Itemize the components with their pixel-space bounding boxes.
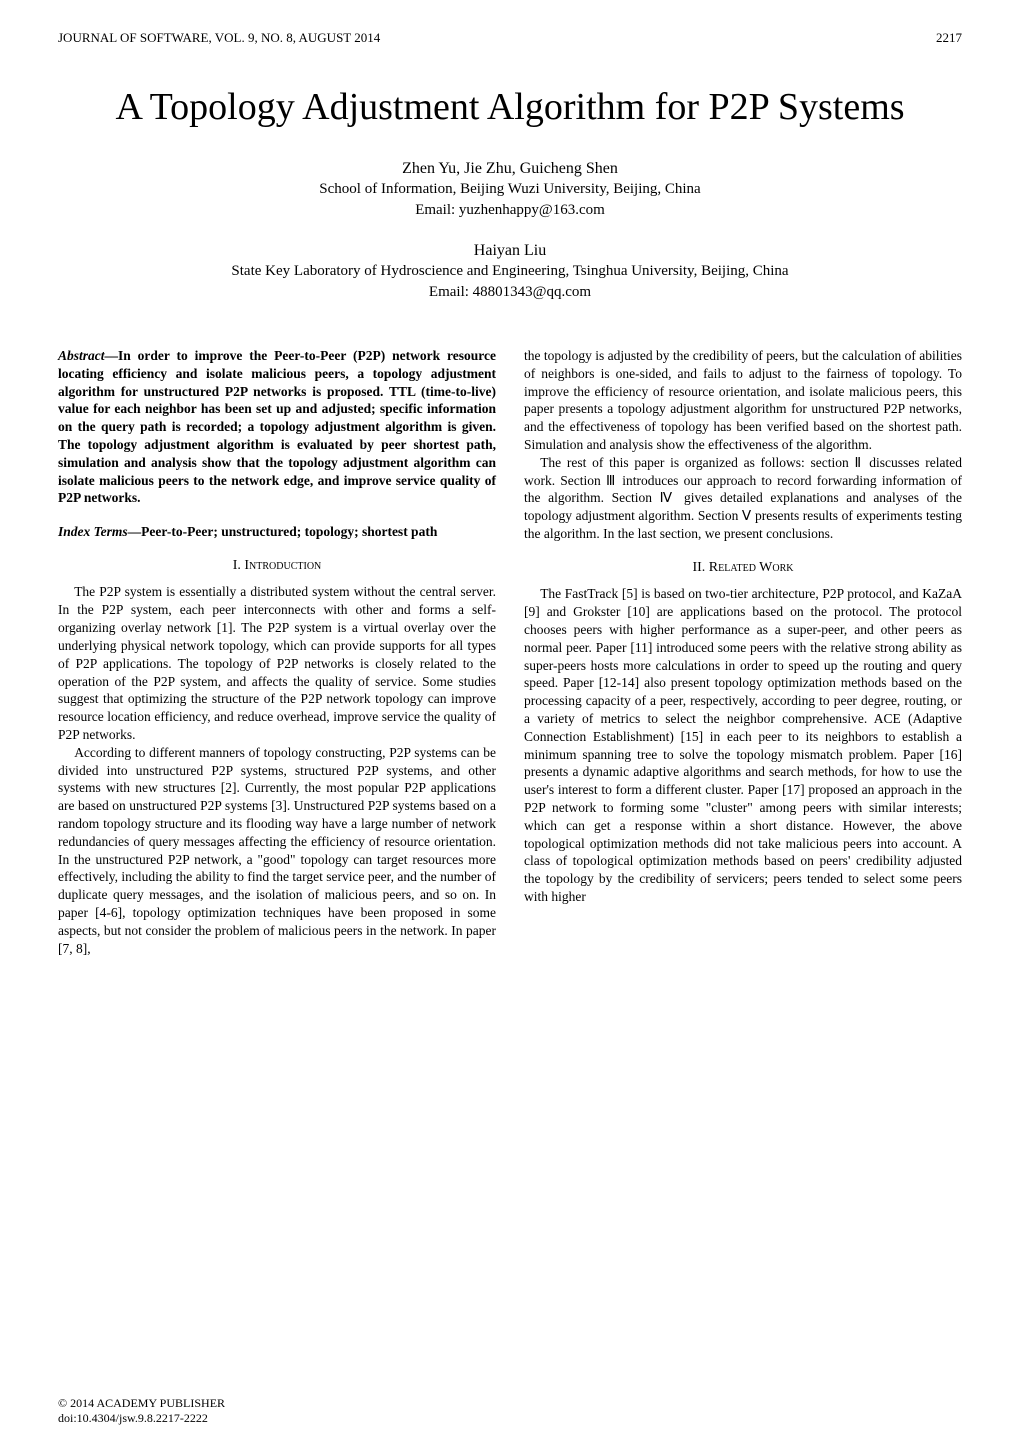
index-terms-text: Peer-to-Peer; unstructured; topology; sh… <box>141 524 437 539</box>
intro-paragraph-2: According to different manners of topolo… <box>58 744 496 958</box>
abstract-label: Abstract <box>58 348 105 363</box>
author-block-1: Zhen Yu, Jie Zhu, Guicheng Shen School o… <box>58 158 962 220</box>
abstract-text: In order to improve the Peer-to-Peer (P2… <box>58 348 496 506</box>
author-block-2: Haiyan Liu State Key Laboratory of Hydro… <box>58 240 962 302</box>
abstract-dash: — <box>105 348 119 363</box>
left-column: Abstract—In order to improve the Peer-to… <box>58 347 496 958</box>
right-paragraph-2: The rest of this paper is organized as f… <box>524 454 962 543</box>
author-affiliation-1: School of Information, Beijing Wuzi Univ… <box>58 179 962 199</box>
publisher-line: © 2014 ACADEMY PUBLISHER <box>58 1396 225 1411</box>
related-work-paragraph-1: The FastTrack [5] is based on two-tier a… <box>524 585 962 906</box>
author-names-2: Haiyan Liu <box>58 240 962 262</box>
two-column-body: Abstract—In order to improve the Peer-to… <box>58 347 962 958</box>
paper-title: A Topology Adjustment Algorithm for P2P … <box>58 86 962 130</box>
index-terms-dash: — <box>128 524 142 539</box>
index-terms-label: Index Terms <box>58 524 128 539</box>
page-footer: © 2014 ACADEMY PUBLISHER doi:10.4304/jsw… <box>58 1396 225 1426</box>
journal-name: JOURNAL OF SOFTWARE, VOL. 9, NO. 8, AUGU… <box>58 30 380 46</box>
right-column: the topology is adjusted by the credibil… <box>524 347 962 958</box>
author-email-2: Email: 48801343@qq.com <box>58 282 962 302</box>
intro-paragraph-1: The P2P system is essentially a distribu… <box>58 583 496 743</box>
running-header: JOURNAL OF SOFTWARE, VOL. 9, NO. 8, AUGU… <box>58 30 962 46</box>
doi-line: doi:10.4304/jsw.9.8.2217-2222 <box>58 1411 225 1426</box>
index-terms: Index Terms—Peer-to-Peer; unstructured; … <box>58 523 496 541</box>
right-continuation-paragraph: the topology is adjusted by the credibil… <box>524 347 962 454</box>
author-names-1: Zhen Yu, Jie Zhu, Guicheng Shen <box>58 158 962 180</box>
section-heading-related-work: II. Related Work <box>524 559 962 577</box>
abstract: Abstract—In order to improve the Peer-to… <box>58 347 496 507</box>
page-number: 2217 <box>936 30 962 46</box>
author-affiliation-2: State Key Laboratory of Hydroscience and… <box>58 261 962 281</box>
author-email-1: Email: yuzhenhappy@163.com <box>58 200 962 220</box>
section-heading-introduction: I. Introduction <box>58 557 496 575</box>
